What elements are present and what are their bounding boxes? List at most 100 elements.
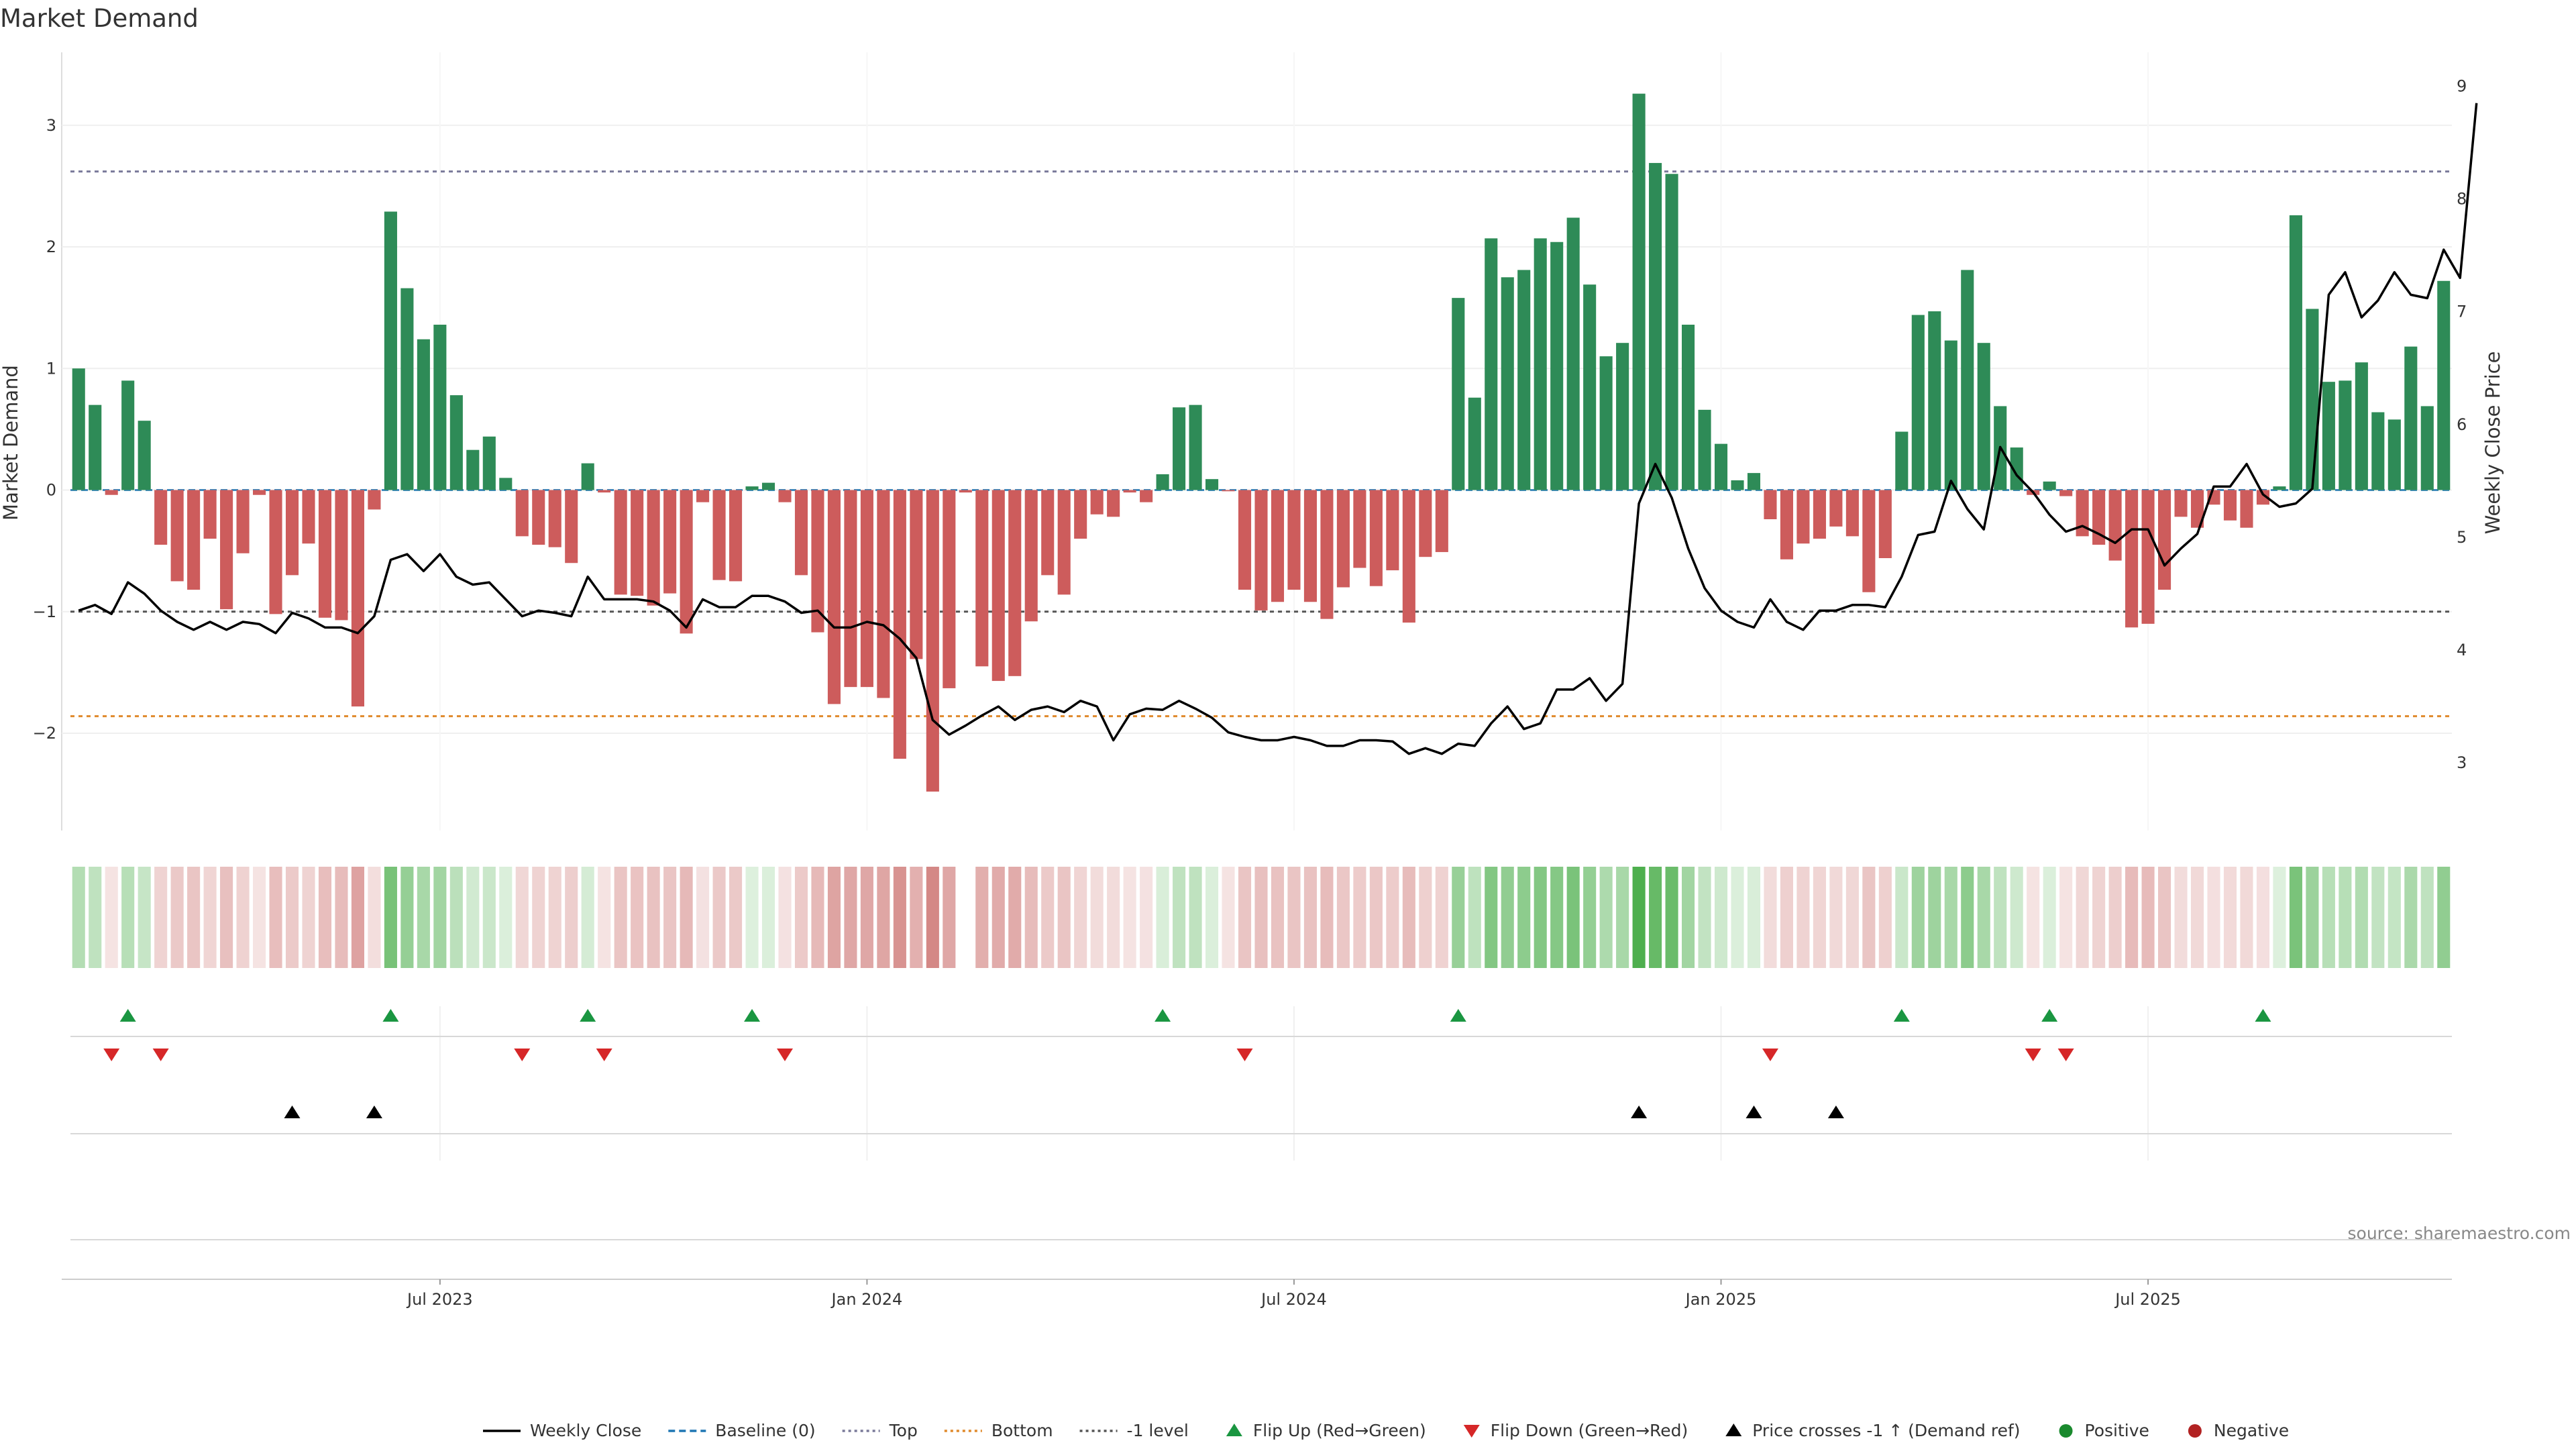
x-tick-label: Jan 2024 [830, 1290, 903, 1309]
x-axis: Jul 2023 Jan 2024 Jul 2024 Jan 2025 Jul 2025 [62, 1279, 2452, 1309]
heat-cell [1452, 867, 1465, 968]
demand-bar [335, 490, 348, 621]
price-cross-marker [1746, 1106, 1762, 1118]
demand-bar [1057, 490, 1071, 595]
demand-bar [943, 490, 956, 688]
flip-up-marker [2255, 1009, 2271, 1022]
demand-bar [1419, 490, 1432, 557]
flip-up-marker [580, 1009, 596, 1022]
heat-cell [154, 867, 168, 968]
heat-cell [532, 867, 545, 968]
heat-cell [515, 867, 529, 968]
heat-cell [220, 867, 233, 968]
demand-bar [581, 463, 594, 490]
legend-label: Baseline (0) [715, 1421, 815, 1440]
demand-bar [1254, 490, 1268, 610]
heat-cell [1566, 867, 1580, 968]
demand-bar [598, 490, 611, 493]
chart-title: Market Demand [0, 4, 199, 33]
heat-cell [121, 867, 135, 968]
demand-bar [1977, 343, 1990, 490]
demand-bar [1008, 490, 1022, 676]
demand-bar [2273, 486, 2286, 490]
heat-cell [2387, 867, 2401, 968]
heat-cell [2108, 867, 2122, 968]
heat-cell [991, 867, 1005, 968]
heat-cell [1238, 867, 1252, 968]
legend-swatch [1226, 1424, 1242, 1436]
heat-cell [1517, 867, 1531, 968]
heat-cell [1845, 867, 1859, 968]
y-axis-right-label: Weekly Close Price [2481, 352, 2504, 535]
heat-cell [466, 867, 480, 968]
demand-bar [482, 436, 496, 490]
demand-bar [187, 490, 201, 590]
demand-bar [844, 490, 857, 688]
legend-label: Flip Up (Red→Green) [1253, 1421, 1426, 1440]
heat-cell [663, 867, 677, 968]
x-tick-label: Jul 2023 [406, 1290, 473, 1309]
demand-bar [466, 449, 480, 490]
heat-cell [893, 867, 906, 968]
heat-cell [1173, 867, 1186, 968]
price-cross-marker [1631, 1106, 1648, 1118]
flip-down-marker [514, 1049, 531, 1061]
heat-cell [2273, 867, 2286, 968]
y-right-tick-label: 5 [2457, 528, 2467, 547]
heat-cell [335, 867, 348, 968]
demand-bar [154, 490, 168, 545]
heat-cell [236, 867, 250, 968]
demand-bar [1682, 325, 1695, 490]
heat-cell [449, 867, 463, 968]
heat-cell [2125, 867, 2139, 968]
heat-cell [285, 867, 299, 968]
demand-bar [2141, 490, 2155, 624]
heat-cell [2190, 867, 2204, 968]
heat-cell [1632, 867, 1646, 968]
demand-bar [1303, 490, 1317, 602]
flip-down-marker [596, 1049, 612, 1061]
heat-cell [1813, 867, 1826, 968]
price-cross-marker [366, 1106, 382, 1118]
heat-cell [1287, 867, 1301, 968]
heat-cell [2371, 867, 2385, 968]
flip-up-marker [744, 1009, 761, 1022]
demand-bar [1107, 490, 1120, 517]
flip-down-marker [1236, 1049, 1253, 1061]
y-tick-label: 3 [46, 116, 56, 135]
demand-bar [1140, 490, 1153, 502]
demand-bar [1074, 490, 1087, 539]
heat-cell [1895, 867, 1909, 968]
demand-bar [2306, 309, 2319, 490]
demand-bar [2404, 346, 2418, 490]
heat-cell [910, 867, 923, 968]
heat-cell [105, 867, 118, 968]
demand-bar [269, 490, 282, 614]
demand-bar [1911, 315, 1925, 490]
demand-bar [975, 490, 989, 667]
heat-cell [1189, 867, 1202, 968]
heat-cell [696, 867, 710, 968]
x-tick-label: Jul 2024 [1260, 1290, 1327, 1309]
y-right-tick-label: 7 [2457, 303, 2467, 321]
heat-cell [1994, 867, 2007, 968]
heat-cell [647, 867, 660, 968]
legend-label: Bottom [991, 1421, 1053, 1440]
heat-cell [269, 867, 282, 968]
demand-bar [1665, 174, 1678, 490]
demand-bar [2355, 362, 2368, 490]
heat-cell [1435, 867, 1448, 968]
demand-bar [1599, 356, 1613, 490]
heat-cell [1024, 867, 1038, 968]
legend-label: Negative [2214, 1421, 2289, 1440]
heat-cell [400, 867, 414, 968]
heat-cell [975, 867, 989, 968]
y-right-tick-label: 8 [2457, 190, 2467, 209]
y-axis-label: Market Demand [0, 365, 22, 521]
demand-bar [893, 490, 906, 759]
demand-bar [663, 490, 677, 594]
demand-bar [2158, 490, 2171, 590]
heat-cell [1107, 867, 1120, 968]
